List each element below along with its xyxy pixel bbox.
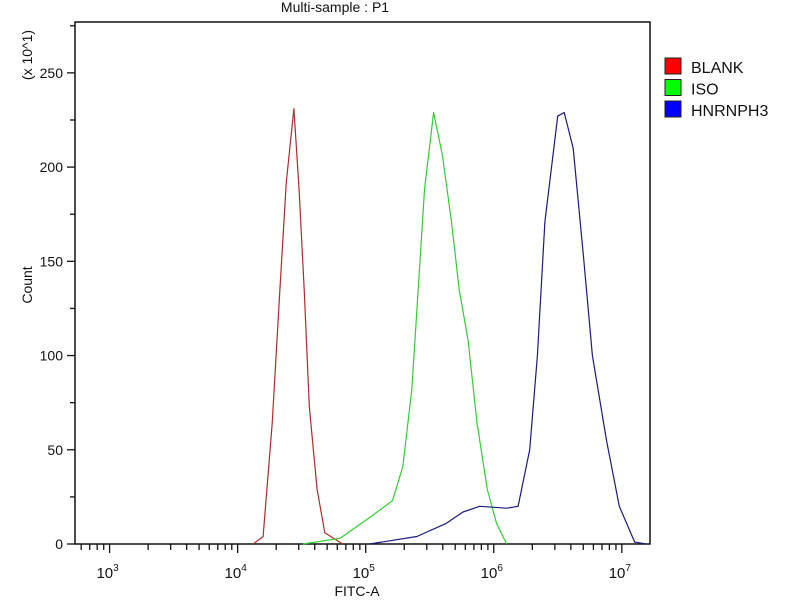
legend-swatch — [664, 100, 682, 118]
x-axis: 103 104 105 106 107 — [80, 544, 632, 582]
y-tick-label: 200 — [40, 159, 64, 175]
legend: BLANK ISO HNRNPH3 — [664, 57, 768, 120]
x-tick-label: 106 — [481, 563, 504, 582]
x-tick-label: 107 — [609, 563, 632, 582]
series-line-blank — [252, 108, 344, 545]
plot-frame — [74, 21, 651, 545]
y-tick-label: 100 — [40, 348, 64, 364]
y-tick-label: 50 — [47, 442, 63, 458]
y-axis-label: Count — [19, 266, 35, 303]
y-tick-label: 0 — [55, 536, 63, 552]
legend-swatch — [664, 79, 682, 96]
chart-title: Multi-sample : P1 — [281, 0, 389, 15]
series-line-hnrnph3 — [369, 111, 647, 545]
x-axis-label: FITC-A — [334, 583, 380, 599]
y-tick-label: 250 — [40, 65, 64, 81]
x-tick-label: 104 — [225, 563, 248, 582]
series-lines — [252, 108, 647, 545]
legend-label: BLANK — [691, 60, 744, 77]
legend-swatch — [664, 57, 682, 75]
y-multiplier-label: (x 10^1) — [19, 30, 35, 80]
legend-label: HNRNPH3 — [691, 103, 768, 120]
x-tick-label: 105 — [353, 563, 376, 582]
y-axis: 0 50 100 150 200 250 — [40, 25, 75, 552]
x-tick-label: 103 — [96, 563, 119, 582]
legend-label: ISO — [691, 82, 719, 99]
series-line-iso — [302, 111, 508, 545]
y-tick-label: 150 — [40, 253, 64, 269]
